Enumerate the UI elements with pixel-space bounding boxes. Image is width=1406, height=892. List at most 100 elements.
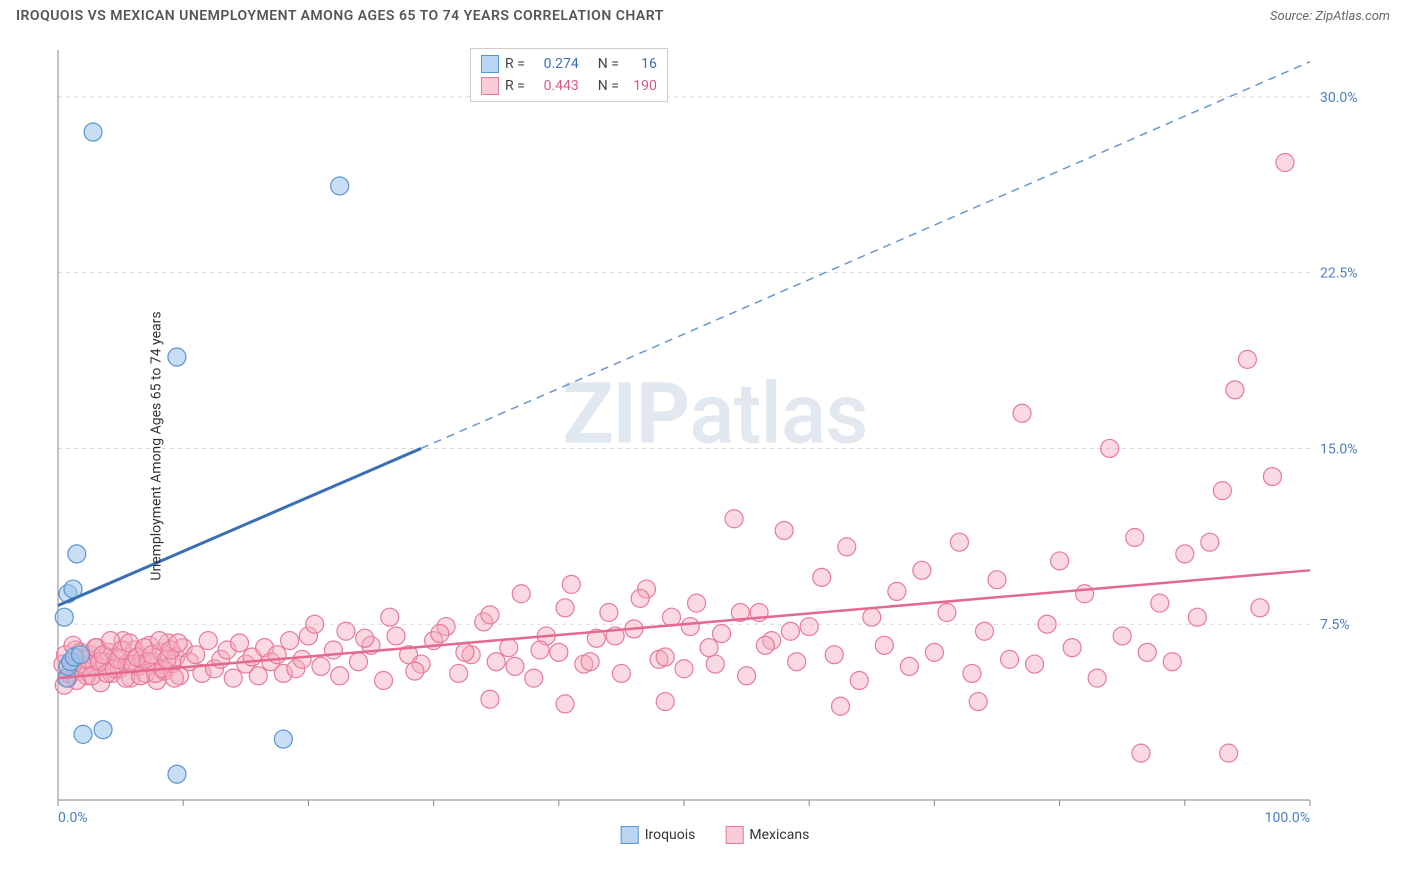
data-point [832,697,850,715]
data-point [406,662,424,680]
data-point [925,643,943,661]
data-point [1226,381,1244,399]
r-value-mexicans: 0.443 [531,78,579,94]
chart-title: IROQUOIS VS MEXICAN UNEMPLOYMENT AMONG A… [16,8,664,24]
data-point [950,533,968,551]
data-point [781,622,799,640]
data-point [1113,627,1131,645]
data-point [713,625,731,643]
data-point [600,604,618,622]
data-point [337,622,355,640]
data-point [506,657,524,675]
trendline-iroquois-extrapolated [421,62,1310,449]
data-point [1051,552,1069,570]
n-label: N = [598,56,619,72]
data-point [1201,533,1219,551]
data-point [349,653,367,671]
data-point [1220,744,1238,762]
data-point [1126,529,1144,547]
data-point [1063,639,1081,657]
svg-text:15.0%: 15.0% [1320,441,1358,457]
data-point [1026,655,1044,673]
n-value-mexicans: 190 [625,78,657,94]
data-point [863,608,881,626]
data-point [756,636,774,654]
data-point [1101,439,1119,457]
data-point [1001,650,1019,668]
data-point [84,123,102,141]
data-point [556,599,574,617]
data-point [1251,599,1269,617]
data-point [293,650,311,668]
data-point [72,646,90,664]
data-point [274,730,292,748]
svg-text:100.0%: 100.0% [1265,810,1310,826]
data-point [1076,585,1094,603]
data-point [700,639,718,657]
data-point [450,664,468,682]
data-point [838,538,856,556]
data-point [68,545,86,563]
data-point [1013,404,1031,422]
data-point [1163,653,1181,671]
data-point [788,653,806,671]
r-value-iroquois: 0.274 [531,56,579,72]
bottom-legend: Iroquois Mexicans [621,824,810,846]
svg-text:30.0%: 30.0% [1320,90,1358,106]
data-point [375,671,393,689]
data-point [500,639,518,657]
data-point [525,669,543,687]
svg-text:7.5%: 7.5% [1320,617,1350,633]
n-value-iroquois: 16 [625,56,657,72]
data-point [1038,615,1056,633]
data-point [387,627,405,645]
data-point [481,606,499,624]
legend-label-iroquois: Iroquois [645,827,696,843]
data-point [1176,545,1194,563]
data-point [550,643,568,661]
data-point [168,348,186,366]
r-label: R = [505,78,525,94]
data-point [556,695,574,713]
data-point [187,646,205,664]
data-point [988,571,1006,589]
y-axis-label: Unemployment Among Ages 65 to 74 years [149,311,165,580]
data-point [662,608,680,626]
data-point [331,667,349,685]
stats-legend: R = 0.274 N = 16 R = 0.443 N = 190 [470,48,668,102]
data-point [813,568,831,586]
data-point [306,615,324,633]
data-point [165,669,183,687]
scatter-chart: 7.5%15.0%22.5%30.0%0.0%100.0% [40,40,1380,830]
data-point [456,643,474,661]
data-point [487,653,505,671]
source-label: Source: ZipAtlas.com [1270,9,1390,24]
data-point [800,618,818,636]
data-point [888,582,906,600]
data-point [913,561,931,579]
data-point [938,604,956,622]
data-point [1263,468,1281,486]
data-point [531,641,549,659]
r-label: R = [505,56,525,72]
data-point [725,510,743,528]
data-point [74,725,92,743]
data-point [356,629,374,647]
data-point [612,664,630,682]
data-point [1138,643,1156,661]
data-point [1132,744,1150,762]
data-point [631,589,649,607]
data-point [224,669,242,687]
data-point [900,657,918,675]
data-point [512,585,530,603]
data-point [975,622,993,640]
swatch-icon [725,826,743,844]
data-point [249,667,267,685]
data-point [1088,669,1106,687]
data-point [875,636,893,654]
n-label: N = [598,78,619,94]
data-point [738,667,756,685]
data-point [1213,482,1231,500]
data-point [169,634,187,652]
data-point [324,641,342,659]
